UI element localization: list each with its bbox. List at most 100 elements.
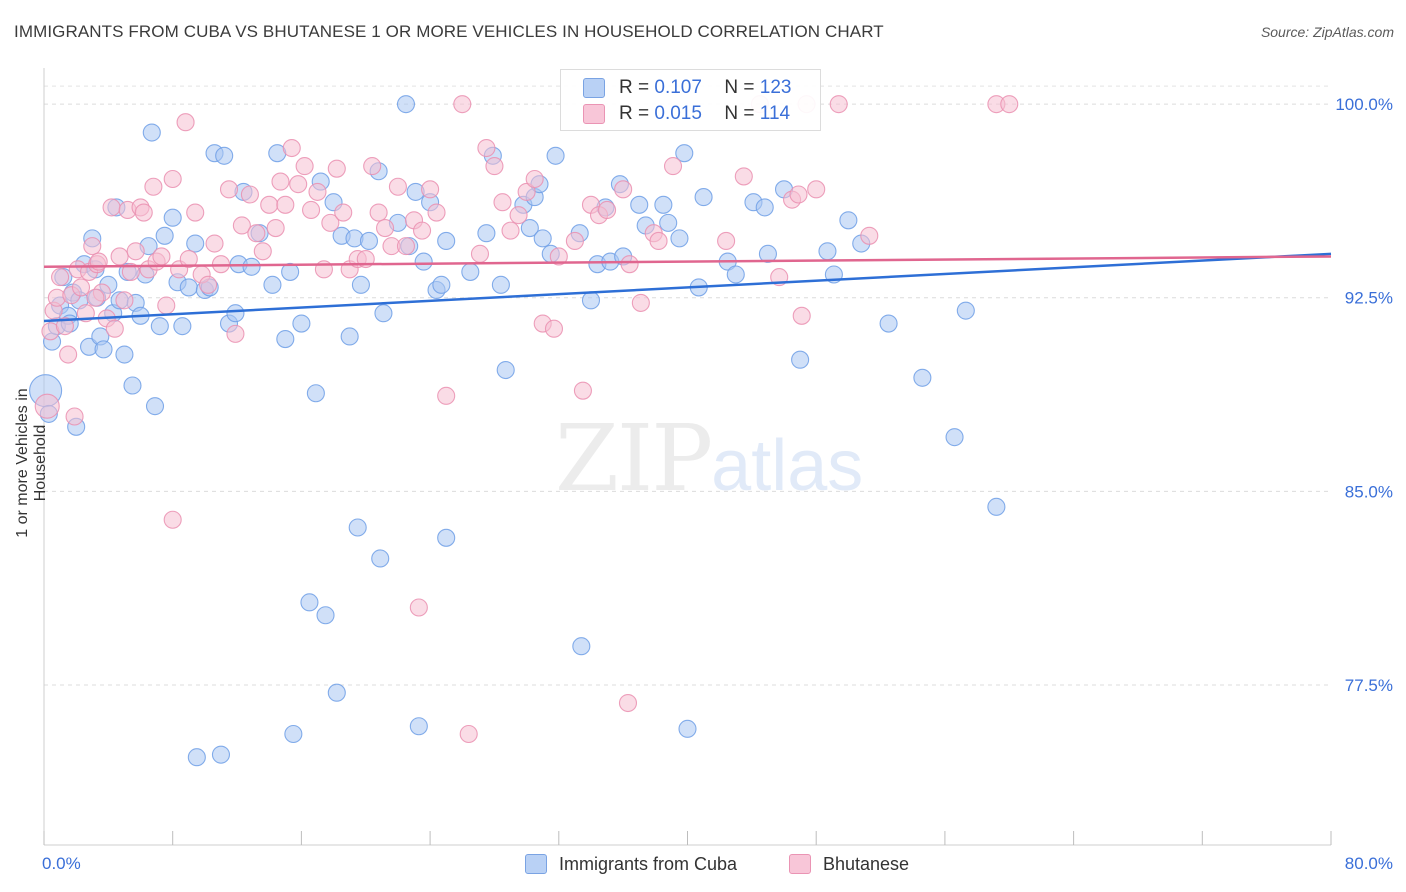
cuba-point <box>726 265 745 284</box>
bottom-legend-swatch-cuba <box>525 854 547 874</box>
cuba-point <box>142 123 161 142</box>
legend-r-cuba: 0.107 <box>654 77 702 98</box>
legend-r-bhutanese: 0.015 <box>654 103 702 124</box>
cuba-point <box>115 345 134 364</box>
bhutanese-point <box>71 278 91 297</box>
bhutanese-point <box>152 247 171 266</box>
cuba-point <box>186 234 205 253</box>
y-axis-title: 1 or more Vehicles in Household <box>14 388 49 538</box>
bhutanese-point <box>509 206 528 225</box>
bhutanese-point <box>459 724 478 744</box>
bhutanese-point <box>126 242 145 261</box>
cuba-point <box>678 719 697 738</box>
cuba-point <box>300 593 319 612</box>
bhutanese-point <box>376 218 395 238</box>
bhutanese-point <box>282 138 301 158</box>
bhutanese-point <box>86 288 105 307</box>
cuba-point <box>292 314 311 333</box>
cuba-point <box>437 231 456 251</box>
bottom-legend-swatch-bhutanese <box>789 854 811 874</box>
bhutanese-point <box>34 393 60 419</box>
bhutanese-point <box>614 180 633 199</box>
bhutanese-point <box>308 182 327 201</box>
cuba-point <box>316 606 335 625</box>
cuba-point <box>755 198 774 217</box>
cuba-point <box>758 244 777 263</box>
bhutanese-point <box>792 306 811 325</box>
bhutanese-point <box>470 244 490 263</box>
bhutanese-point <box>549 247 568 266</box>
cuba-point <box>327 683 346 702</box>
bottom-legend-label-bhutanese: Bhutanese <box>823 853 910 874</box>
cuba-point <box>371 549 390 568</box>
correlation-legend: R = 0.107 N = 123 R = 0.015 N = 114 <box>560 69 821 131</box>
bottom-legend-label-cuba: Immigrants from Cuba <box>559 853 738 874</box>
cuba-point <box>211 745 231 764</box>
trend-lines <box>43 252 1332 323</box>
cuba-point <box>839 211 858 230</box>
bhutanese-point <box>240 185 259 204</box>
bhutanese-point <box>247 224 266 243</box>
bhutanese-point <box>163 510 182 529</box>
bhutanese-point <box>334 203 353 222</box>
bhutanese-point <box>388 177 407 196</box>
grid-layer <box>44 85 1331 686</box>
cuba-point <box>477 224 496 243</box>
bhutanese-point <box>232 216 251 235</box>
bhutanese-point <box>110 247 129 266</box>
x-tick-label-min: 0.0% <box>42 854 81 873</box>
cuba-point <box>306 384 325 403</box>
bhutanese-point <box>134 203 153 222</box>
trendline-bhutanese <box>43 255 1332 269</box>
bhutanese-point <box>493 193 512 212</box>
bhutanese-point <box>427 203 446 222</box>
cuba-point <box>496 360 515 380</box>
bhutanese-point <box>437 386 456 405</box>
bhutanese-point <box>544 319 564 338</box>
cuba-point <box>694 188 713 207</box>
legend-row-bhutanese: R = 0.015 N = 114 <box>583 102 790 126</box>
y-tick-label: 77.5% <box>1345 676 1393 695</box>
bhutanese-point <box>620 255 639 274</box>
cuba-point <box>179 278 198 297</box>
bhutanese-point <box>618 693 638 713</box>
bhutanese-point <box>260 195 279 214</box>
bhutanese-point <box>717 231 736 251</box>
cuba-point <box>546 146 565 165</box>
bottom-legend-bhutanese: Bhutanese <box>789 852 909 876</box>
bhutanese-point <box>573 381 592 400</box>
bhutanese-point <box>501 221 520 240</box>
bhutanese-point <box>105 319 124 338</box>
bhutanese-point <box>829 95 848 114</box>
cuba-point <box>348 518 367 537</box>
y-tick-label: 92.5% <box>1345 289 1393 308</box>
cuba-point <box>409 717 428 736</box>
cuba-point <box>163 208 182 227</box>
cuba-point <box>791 350 810 369</box>
legend-r-label: R = <box>619 103 650 124</box>
bhutanese-point <box>598 200 617 220</box>
cuba-point <box>281 262 300 281</box>
series-cuba-points <box>29 95 1006 767</box>
bhutanese-point <box>253 242 272 261</box>
cuba-point <box>437 528 456 547</box>
cuba-point <box>351 275 370 294</box>
bhutanese-point <box>421 180 440 199</box>
bhutanese-point <box>477 138 496 158</box>
cuba-point <box>94 340 113 359</box>
cuba-point <box>659 213 678 232</box>
bhutanese-point <box>219 180 239 199</box>
bhutanese-point <box>517 182 536 201</box>
bhutanese-point <box>485 157 504 176</box>
bhutanese-point <box>409 598 428 617</box>
bhutanese-point <box>55 317 74 336</box>
bhutanese-point <box>302 200 321 220</box>
cuba-point <box>226 304 245 323</box>
cuba-point <box>572 637 591 656</box>
bhutanese-point <box>369 203 388 222</box>
cuba-point <box>675 144 694 163</box>
bhutanese-point <box>83 237 102 256</box>
watermark-atlas: atlas <box>711 426 864 506</box>
bhutanese-point <box>271 172 290 191</box>
